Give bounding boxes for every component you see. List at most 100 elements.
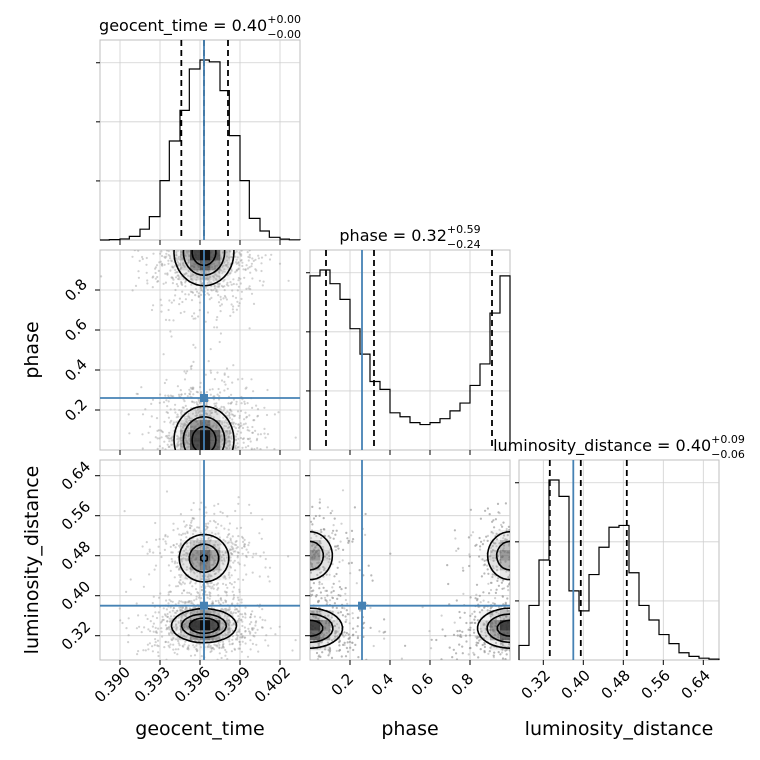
sample-point xyxy=(237,445,240,449)
sample-point xyxy=(209,582,212,585)
sample-point xyxy=(204,506,207,509)
sample-point xyxy=(451,656,454,659)
sample-point xyxy=(451,656,454,659)
sample-point xyxy=(457,547,460,550)
sample-point xyxy=(179,267,182,270)
sample-point xyxy=(161,431,164,434)
sample-point xyxy=(140,386,143,389)
sample-point xyxy=(259,616,262,619)
sample-point xyxy=(318,581,321,584)
sample-point xyxy=(217,587,220,590)
sample-point xyxy=(199,407,202,410)
sample-point xyxy=(256,415,259,418)
sample-point xyxy=(218,536,221,539)
sample-point xyxy=(177,640,180,643)
sample-point xyxy=(195,290,199,293)
sample-point xyxy=(508,574,510,577)
sample-point xyxy=(229,565,232,568)
sample-point xyxy=(181,406,184,409)
sample-point xyxy=(225,437,228,440)
sample-point xyxy=(242,441,245,444)
sample-point xyxy=(477,656,480,659)
sample-point xyxy=(206,526,209,529)
sample-point xyxy=(320,537,323,540)
sample-point xyxy=(190,602,193,605)
contour-level-0 xyxy=(173,250,235,450)
sample-point xyxy=(483,641,486,645)
sample-point xyxy=(175,421,178,424)
sample-point xyxy=(150,415,153,418)
sample-point xyxy=(178,278,181,281)
sample-point xyxy=(224,609,227,613)
sample-point xyxy=(324,598,327,602)
density-cell xyxy=(220,610,231,621)
sample-point xyxy=(338,644,341,647)
sample-point xyxy=(494,641,498,645)
sample-point xyxy=(382,631,385,634)
sample-point xyxy=(492,567,495,570)
sample-point xyxy=(221,643,225,646)
sample-point xyxy=(263,406,266,409)
sample-point xyxy=(190,508,193,511)
sample-point xyxy=(217,641,220,645)
sample-point xyxy=(330,656,334,660)
x-tick-label-phase: 0.6 xyxy=(408,670,438,700)
sample-point xyxy=(176,434,179,438)
sample-point xyxy=(100,275,103,278)
sample-point xyxy=(344,586,347,590)
sample-point xyxy=(471,531,475,534)
sample-point xyxy=(208,591,211,594)
sample-point xyxy=(235,547,238,550)
sample-point xyxy=(455,652,458,655)
sample-point xyxy=(498,528,501,531)
sample-point xyxy=(336,635,339,638)
sample-point xyxy=(456,634,459,637)
sample-point xyxy=(206,578,209,582)
sample-point xyxy=(345,631,348,635)
sample-point xyxy=(229,548,232,551)
sample-point xyxy=(348,636,351,639)
sample-point xyxy=(160,555,163,559)
sample-point xyxy=(501,642,504,645)
density-cell xyxy=(500,640,510,651)
sample-point xyxy=(208,388,211,391)
sample-point xyxy=(177,437,180,440)
sample-point xyxy=(210,575,213,578)
sample-point xyxy=(378,630,381,633)
sample-point xyxy=(182,425,185,428)
sample-point xyxy=(221,645,224,648)
density-cell xyxy=(170,260,181,271)
sample-point xyxy=(210,281,213,284)
sample-point xyxy=(214,540,217,544)
sample-point xyxy=(190,524,193,528)
sample-point xyxy=(456,630,459,633)
sample-point xyxy=(178,637,181,641)
sample-point xyxy=(334,632,337,635)
sample-point xyxy=(146,617,149,621)
sample-point xyxy=(220,437,223,440)
sample-point xyxy=(318,642,321,645)
sample-point xyxy=(333,625,337,628)
sample-point xyxy=(160,304,163,307)
sample-point xyxy=(460,635,463,639)
sample-point xyxy=(240,632,243,636)
sample-point xyxy=(160,250,163,253)
density-cell xyxy=(200,620,211,631)
density-cell xyxy=(190,530,201,541)
sample-point xyxy=(248,630,251,633)
sample-point xyxy=(197,592,200,595)
sample-point xyxy=(476,619,479,622)
sample-point xyxy=(210,411,213,414)
sample-point xyxy=(148,573,151,576)
sample-point xyxy=(345,531,348,535)
sample-point xyxy=(227,436,230,439)
sample-point xyxy=(179,558,182,561)
sample-point xyxy=(190,275,193,278)
sample-point xyxy=(181,262,185,265)
sample-point xyxy=(171,632,174,636)
sample-point xyxy=(239,277,242,280)
sample-point xyxy=(488,513,491,516)
sample-point xyxy=(508,643,510,646)
sample-point xyxy=(209,574,212,577)
sample-point xyxy=(153,644,156,647)
